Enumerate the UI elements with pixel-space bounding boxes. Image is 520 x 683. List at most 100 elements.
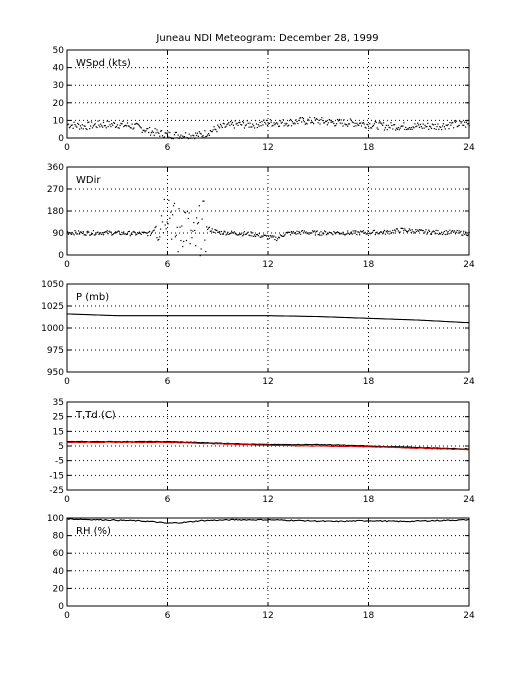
wdir-point	[296, 230, 298, 232]
wspd-point	[461, 121, 463, 123]
wdir-point	[314, 234, 317, 236]
wspd-point	[151, 130, 153, 132]
wspd-point	[360, 125, 363, 127]
wdir-point	[214, 229, 216, 231]
wdir-point	[196, 223, 199, 225]
wdir-point	[283, 235, 285, 237]
wdir-point	[313, 230, 316, 232]
wspd-point	[248, 126, 250, 128]
wspd-point	[105, 127, 107, 129]
wdir-point	[440, 233, 442, 235]
wdir-point	[204, 239, 206, 241]
wdir-point	[356, 233, 358, 236]
pressure-xtick-label: 18	[363, 377, 375, 387]
wdir-point	[114, 231, 117, 233]
wdir-point	[430, 233, 433, 235]
wdir-point	[100, 232, 102, 234]
wspd-point	[411, 128, 413, 130]
wdir-point	[368, 233, 370, 235]
wdir-point	[157, 239, 159, 241]
wdir-point	[287, 231, 289, 233]
wspd-point	[138, 125, 141, 127]
wspd-ytick-label: 0	[58, 134, 64, 144]
wspd-point	[337, 120, 340, 122]
wspd-point	[239, 121, 241, 123]
wdir-point	[451, 230, 453, 233]
wspd-point	[380, 122, 382, 124]
wdir-point	[419, 229, 422, 231]
wdir-point	[461, 234, 463, 236]
wdir-point	[294, 231, 296, 234]
wdir-point	[206, 226, 208, 228]
wspd-point	[340, 119, 342, 121]
wspd-point	[283, 125, 285, 127]
wdir-point	[454, 233, 457, 235]
wdir-point	[276, 239, 278, 242]
wspd-point	[313, 117, 316, 119]
wdir-point	[354, 230, 356, 232]
temperature-label: T,Td (C)	[75, 410, 116, 421]
wdir-point	[109, 231, 111, 233]
wdir-point	[385, 231, 387, 233]
wdir-ytick-label: 270	[47, 185, 64, 195]
temperature-xtick-label: 24	[463, 495, 475, 505]
wspd-point	[207, 133, 210, 135]
wspd-point	[270, 121, 272, 123]
wspd-point	[93, 124, 95, 126]
wspd-point	[291, 121, 293, 123]
wspd-ytick-label: 10	[53, 116, 65, 126]
wspd-point	[87, 121, 89, 124]
wspd-point	[211, 130, 213, 133]
wspd-point	[135, 123, 137, 125]
wspd-point	[202, 134, 204, 137]
wdir-point	[425, 229, 427, 231]
wspd-point	[258, 125, 260, 127]
wdir-point	[300, 230, 303, 232]
wdir-point	[146, 232, 148, 234]
wdir-point	[410, 231, 412, 233]
wdir-point	[318, 234, 320, 236]
wdir-point	[457, 232, 459, 234]
wspd-point	[300, 121, 303, 123]
wdir-point	[344, 234, 346, 236]
wdir-point	[358, 231, 360, 233]
wspd-point	[312, 123, 315, 125]
wspd-point	[407, 128, 410, 130]
pressure-xtick-label: 24	[463, 377, 475, 387]
wspd-point	[449, 122, 451, 124]
wdir-point	[406, 230, 408, 233]
wspd-point	[344, 123, 346, 125]
wspd-point	[294, 123, 296, 125]
wdir-point	[128, 230, 130, 233]
wdir-point	[458, 230, 460, 232]
wdir-point	[442, 232, 445, 234]
wdir-point	[137, 232, 139, 234]
wdir-point	[394, 229, 396, 231]
wdir-point	[134, 231, 136, 234]
temperature-xtick-label: 6	[165, 495, 171, 505]
wdir-point	[89, 234, 91, 236]
wdir-point	[257, 235, 259, 237]
wspd-point	[123, 125, 125, 128]
wdir-point	[444, 233, 446, 236]
wdir-point	[263, 234, 265, 236]
wspd-point	[245, 124, 247, 126]
wspd-point	[343, 119, 345, 121]
wspd-point	[217, 124, 219, 126]
wdir-point	[101, 233, 103, 236]
wdir-point	[219, 231, 221, 233]
wspd-point	[276, 122, 278, 124]
wdir-point	[321, 234, 323, 236]
wspd-point	[425, 126, 427, 128]
wspd-point	[459, 120, 461, 122]
wspd-point	[199, 132, 201, 134]
wspd-point	[306, 123, 308, 125]
wspd-point	[133, 127, 135, 129]
wspd-label: WSpd (kts)	[76, 58, 131, 69]
wdir-point	[153, 229, 155, 231]
wdir-point	[97, 231, 99, 233]
wspd-point	[371, 127, 373, 129]
wspd-point	[75, 125, 77, 127]
wspd-point	[237, 124, 239, 126]
wdir-point	[187, 217, 189, 220]
